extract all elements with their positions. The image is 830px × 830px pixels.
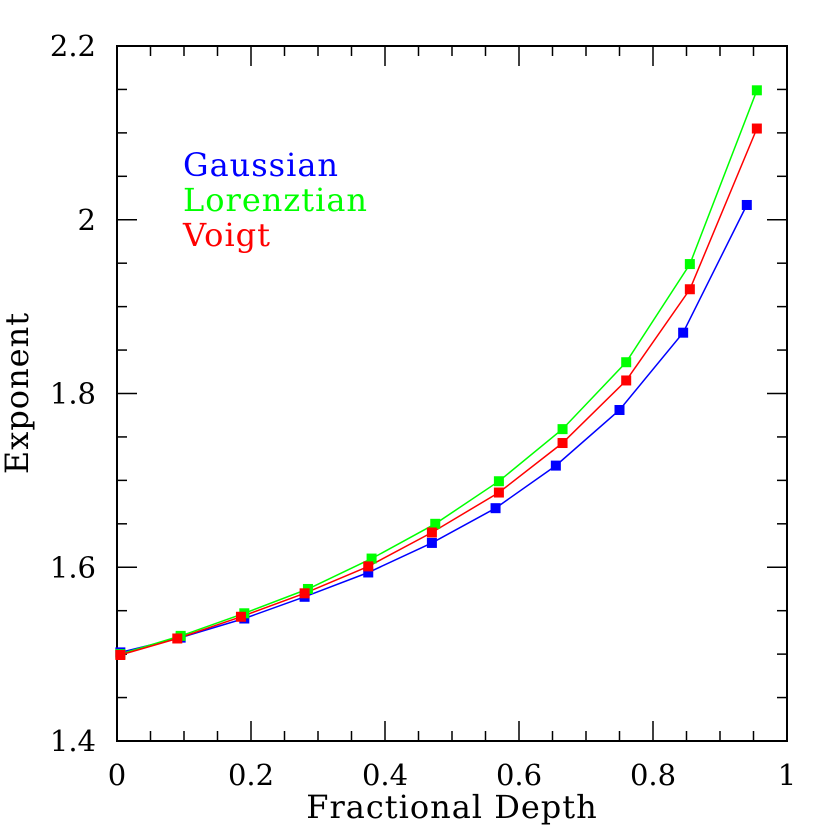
data-point-voigt — [299, 588, 310, 599]
y-tick-label: 1.4 — [50, 724, 96, 758]
series-layer — [115, 85, 762, 660]
x-tick-label: 0 — [108, 758, 126, 792]
data-point-voigt — [557, 438, 568, 449]
y-tick-label: 2 — [78, 203, 96, 237]
data-point-lorenztian — [430, 518, 441, 529]
x-tick-label: 0.6 — [496, 758, 542, 792]
data-point-lorenztian — [493, 476, 504, 487]
data-point-lorenztian — [366, 553, 377, 564]
data-point-voigt — [493, 487, 504, 498]
series-line-gaussian — [120, 204, 748, 654]
data-point-lorenztian — [621, 357, 632, 368]
x-axis-label: Fractional Depth — [306, 788, 598, 826]
data-point-voigt — [751, 123, 762, 134]
y-axis-label: Exponent — [0, 312, 36, 474]
data-point-voigt — [621, 375, 632, 386]
legend-entry-gaussian: Gaussian — [183, 146, 339, 184]
data-point-voigt — [172, 633, 183, 644]
x-tick-label: 0.2 — [228, 758, 274, 792]
axis-ticks — [116, 45, 788, 742]
data-point-voigt — [363, 561, 374, 572]
data-point-gaussian — [614, 405, 625, 416]
tick-labels: 0 0.2 0.4 0.6 0.8 1 1.4 1.6 1.8 2 2.2 — [50, 29, 796, 792]
y-tick-label: 2.2 — [50, 29, 96, 63]
data-point-lorenztian — [751, 85, 762, 96]
y-tick-label: 1.6 — [50, 550, 96, 584]
data-point-gaussian — [490, 503, 501, 514]
data-point-lorenztian — [557, 424, 568, 435]
legend-entry-voigt: Voigt — [182, 216, 271, 254]
data-point-gaussian — [678, 327, 689, 338]
x-tick-label: 1 — [778, 758, 796, 792]
data-point-gaussian — [426, 537, 437, 548]
data-point-gaussian — [363, 567, 374, 578]
data-point-gaussian — [550, 460, 561, 471]
data-point-voigt — [235, 611, 246, 622]
y-tick-label: 1.8 — [50, 377, 96, 411]
data-point-gaussian — [741, 199, 752, 210]
data-point-voigt — [115, 649, 126, 660]
data-point-lorenztian — [684, 259, 695, 270]
data-point-voigt — [684, 284, 695, 295]
x-tick-label: 0.4 — [362, 758, 408, 792]
x-tick-label: 0.8 — [630, 758, 676, 792]
data-point-voigt — [426, 527, 437, 538]
legend-entry-lorenztian: Lorenztian — [183, 181, 368, 219]
